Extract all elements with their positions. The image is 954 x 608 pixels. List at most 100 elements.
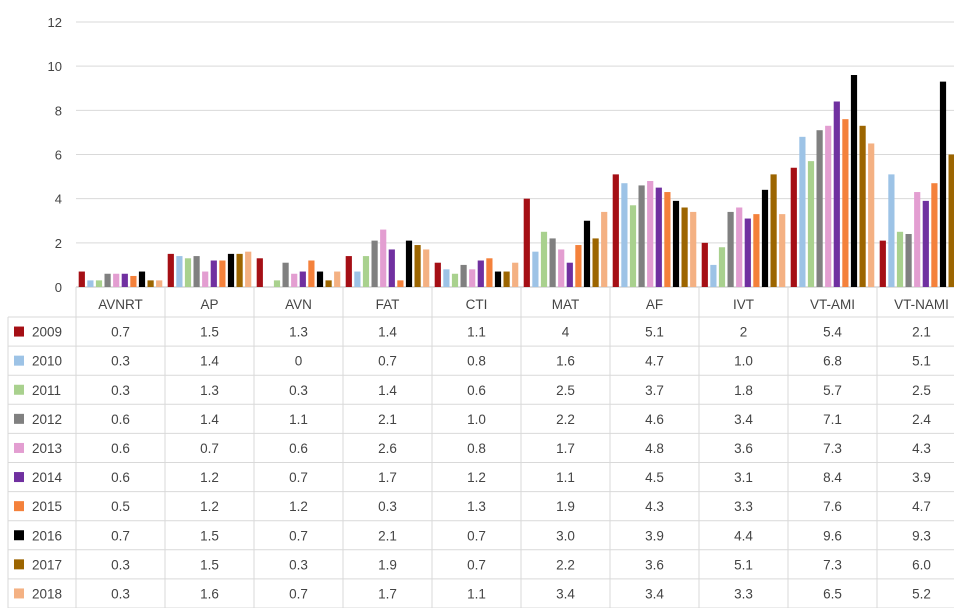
table-cell-value: 1.9	[378, 557, 397, 572]
bar-2014-vt-nami	[922, 200, 929, 287]
table-cell-value: 2.5	[912, 383, 931, 398]
table-cell-value: 4.3	[645, 499, 664, 514]
table-cell-value: 2.2	[556, 412, 575, 427]
table-cell-value: 5.7	[823, 383, 842, 398]
table-cell-value: 0.3	[111, 586, 130, 601]
y-tick-label: 12	[48, 15, 62, 30]
bar-2018-vt-ami	[868, 143, 875, 287]
bar-2013-ivt	[736, 207, 743, 287]
table-cell-value: 2.5	[556, 383, 575, 398]
bar-2017-af	[681, 207, 688, 287]
bar-2016-vt-nami	[939, 81, 947, 287]
legend-label: 2018	[32, 586, 62, 601]
legend-label: 2011	[32, 383, 61, 398]
table-cell-value: 0.3	[289, 383, 308, 398]
table-cell-value: 2.1	[912, 325, 931, 340]
x-category-label: CTI	[466, 297, 488, 312]
table-cell-value: 0.7	[289, 586, 308, 601]
x-category-label: AP	[200, 297, 218, 312]
bar-2016-ap	[227, 253, 235, 287]
table-cell-value: 0.7	[467, 557, 486, 572]
table-cell-value: 0.3	[111, 383, 130, 398]
table-cell-value: 0.7	[467, 528, 486, 543]
table-cell-value: 0.7	[289, 470, 308, 485]
table-cell-value: 5.1	[645, 325, 664, 340]
bar-2014-fat	[388, 249, 395, 287]
bar-2012-avnrt	[104, 273, 111, 287]
table-cell-value: 1.6	[556, 354, 575, 369]
table-cell-value: 0.7	[378, 354, 397, 369]
bar-2014-af	[655, 187, 662, 287]
legend-swatch-2018	[14, 588, 24, 599]
bar-2012-vt-nami	[905, 234, 912, 287]
bar-2015-af	[664, 192, 671, 287]
bar-2009-vt-nami	[879, 240, 886, 287]
table-cell-value: 0.6	[111, 441, 130, 456]
bar-2016-fat	[405, 240, 413, 287]
table-cell-value: 1.5	[200, 557, 219, 572]
table-cell-value: 1.7	[378, 470, 397, 485]
table-cell-value: 0.3	[378, 499, 397, 514]
bar-2010-vt-nami	[888, 174, 895, 287]
bar-2015-vt-ami	[842, 119, 849, 288]
bar-2018-avn	[334, 271, 341, 287]
bar-2014-ap	[210, 260, 217, 287]
bar-2016-avn	[316, 271, 324, 287]
x-category-label: VT-AMI	[810, 297, 855, 312]
legend-label: 2014	[32, 470, 63, 485]
table-cell-value: 7.3	[823, 557, 842, 572]
table-cell-value: 6.5	[823, 586, 842, 601]
table-cell-value: 4.5	[645, 470, 664, 485]
bar-2012-avn	[282, 262, 289, 287]
bar-2017-avnrt	[147, 280, 154, 287]
table-cell-value: 0	[295, 354, 303, 369]
bar-2014-vt-ami	[833, 101, 840, 287]
bar-2017-ivt	[770, 174, 777, 287]
legend-label: 2015	[32, 499, 62, 514]
y-tick-label: 0	[55, 280, 62, 295]
bar-2015-fat	[397, 280, 404, 287]
x-category-label: IVT	[733, 297, 754, 312]
bar-2012-vt-ami	[816, 130, 823, 287]
bar-2011-vt-ami	[807, 161, 815, 287]
table-cell-value: 1.0	[734, 354, 753, 369]
bar-2018-ap	[245, 251, 252, 287]
legend-swatch-2016	[14, 530, 24, 541]
y-tick-label: 6	[55, 148, 62, 163]
table-cell-value: 2.1	[378, 528, 397, 543]
table-cell-value: 4.4	[734, 528, 753, 543]
bar-2010-avnrt	[87, 280, 94, 287]
bar-2011-cti	[451, 273, 459, 287]
bar-2013-ap	[202, 271, 209, 287]
table-cell-value: 5.4	[823, 325, 842, 340]
x-category-label: AVN	[285, 297, 312, 312]
bar-2009-avn	[256, 258, 263, 287]
bar-2010-vt-ami	[799, 136, 806, 287]
bar-2011-fat	[362, 256, 370, 287]
table-cell-value: 1.4	[200, 354, 219, 369]
table-cell-value: 3.6	[734, 441, 753, 456]
bar-2010-mat	[532, 251, 539, 287]
y-tick-label: 2	[55, 236, 62, 251]
bars	[78, 75, 954, 288]
bar-2013-avn	[291, 273, 298, 287]
table-cell-value: 1.3	[289, 325, 308, 340]
bar-2010-af	[621, 183, 628, 287]
table-cell-value: 3.4	[556, 586, 575, 601]
table-cell-value: 0.3	[289, 557, 308, 572]
table-cell-value: 3.6	[645, 557, 664, 572]
table-cell-value: 5.2	[912, 586, 931, 601]
table-cell-value: 1.3	[467, 499, 486, 514]
table-cell-value: 3.7	[645, 383, 664, 398]
table-cell-value: 9.6	[823, 528, 842, 543]
table-cell-value: 0.6	[467, 383, 486, 398]
bar-2017-fat	[414, 245, 421, 287]
bar-2011-mat	[540, 231, 548, 287]
bar-2014-avn	[299, 271, 306, 287]
table-cell-value: 0.6	[289, 441, 308, 456]
table-cell-value: 0.7	[111, 528, 130, 543]
table-cell-value: 0.6	[111, 470, 130, 485]
table-cell-value: 3.9	[645, 528, 664, 543]
table-cell-value: 0.5	[111, 499, 130, 514]
table-cell-value: 2.2	[556, 557, 575, 572]
